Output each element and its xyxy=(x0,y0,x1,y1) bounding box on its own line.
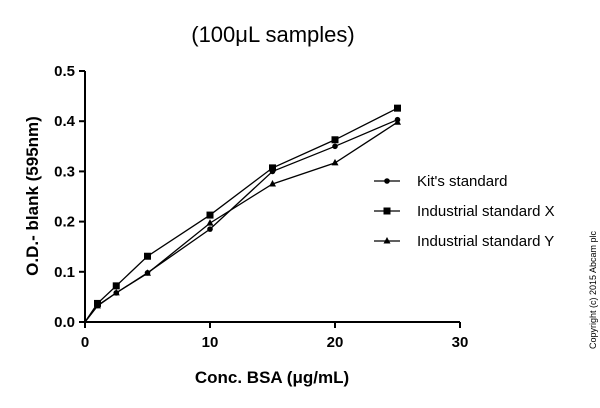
data-point xyxy=(394,118,401,125)
data-point xyxy=(331,136,339,144)
y-tick-label: 0.2 xyxy=(54,214,75,231)
copyright-text: Copyright (c) 2015 Abcam plc xyxy=(588,230,598,349)
series-line-2 xyxy=(84,121,398,323)
data-point xyxy=(206,211,214,219)
data-point xyxy=(144,252,151,260)
data-point xyxy=(112,282,120,290)
y-tick-label: 0.5 xyxy=(54,63,75,80)
legend-label: Industrial standard X xyxy=(417,203,555,220)
legend-label: Kit's standard xyxy=(417,173,507,190)
data-point xyxy=(207,226,213,232)
chart-title: (100μL samples) xyxy=(191,22,355,47)
y-tick-label: 0.4 xyxy=(54,113,76,130)
legend-marker xyxy=(384,178,390,184)
x-tick-label: 30 xyxy=(452,334,469,351)
x-axis-label: Conc. BSA (μg/mL) xyxy=(195,368,349,387)
y-tick-label: 0.3 xyxy=(54,163,75,180)
data-point xyxy=(269,164,276,172)
x-tick-label: 10 xyxy=(202,334,219,351)
data-point xyxy=(112,288,120,296)
data-point xyxy=(269,179,276,187)
data-point xyxy=(332,143,338,150)
legend-marker xyxy=(383,207,391,215)
data-point xyxy=(394,104,401,112)
series-line-0 xyxy=(84,119,398,323)
y-tick-label: 0.1 xyxy=(54,264,75,281)
x-tick-label: 20 xyxy=(327,334,344,351)
legend-label: Industrial standard Y xyxy=(417,233,554,250)
data-point xyxy=(144,269,151,276)
data-point xyxy=(94,301,101,309)
data-point xyxy=(206,219,214,226)
data-point xyxy=(331,158,339,166)
y-axis-label: O.D.- blank (595nm) xyxy=(23,116,42,276)
y-tick-label: 0.0 xyxy=(54,314,75,331)
legend-marker xyxy=(383,237,391,244)
x-tick-label: 0 xyxy=(81,334,89,351)
